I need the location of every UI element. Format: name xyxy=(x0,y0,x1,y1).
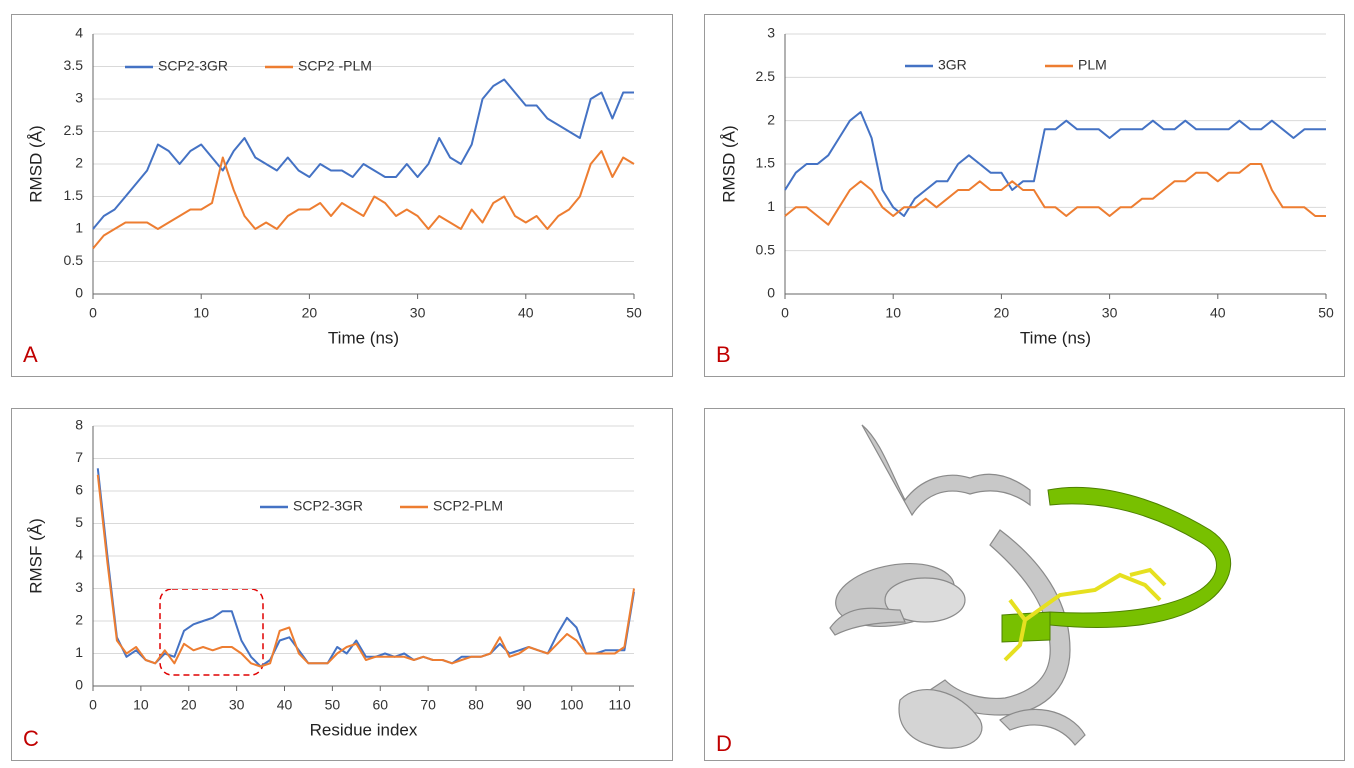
x-tick-label: 20 xyxy=(994,305,1010,321)
y-tick-label: 6 xyxy=(75,482,83,498)
x-tick-label: 40 xyxy=(518,305,534,321)
y-tick-label: 4 xyxy=(75,547,83,563)
y-tick-label: 0 xyxy=(767,285,775,301)
x-axis-title: Residue index xyxy=(310,720,418,739)
y-axis-title: RMSD (Å) xyxy=(26,125,45,202)
x-tick-label: 80 xyxy=(468,697,484,713)
y-tick-label: 3 xyxy=(75,579,83,595)
legend-label: SCP2-3GR xyxy=(293,498,363,514)
y-tick-label: 5 xyxy=(75,514,83,530)
y-tick-label: 3.5 xyxy=(64,57,84,73)
y-tick-label: 1 xyxy=(75,220,83,236)
x-tick-label: 20 xyxy=(181,697,197,713)
y-tick-label: 3 xyxy=(75,90,83,106)
x-tick-label: 50 xyxy=(325,697,341,713)
y-tick-label: 0 xyxy=(75,677,83,693)
x-tick-label: 40 xyxy=(277,697,293,713)
x-tick-label: 0 xyxy=(89,697,97,713)
legend-label: SCP2-PLM xyxy=(433,498,503,514)
y-tick-label: 2 xyxy=(75,612,83,628)
y-tick-label: 4 xyxy=(75,25,83,41)
x-tick-label: 20 xyxy=(302,305,318,321)
figure: D 00.511.522.533.5401020304050SCP2-3GRSC… xyxy=(0,0,1354,763)
panel-label: B xyxy=(716,342,731,367)
y-tick-label: 0 xyxy=(75,285,83,301)
y-tick-label: 1.5 xyxy=(64,187,84,203)
x-tick-label: 0 xyxy=(89,305,97,321)
y-axis-title: RMSF (Å) xyxy=(26,518,45,594)
x-tick-label: 40 xyxy=(1210,305,1226,321)
y-tick-label: 3 xyxy=(767,25,775,41)
y-tick-label: 0.5 xyxy=(64,252,84,268)
x-tick-label: 10 xyxy=(133,697,149,713)
y-tick-label: 2 xyxy=(75,155,83,171)
legend-label: PLM xyxy=(1078,57,1107,73)
panel-label: A xyxy=(23,342,38,367)
y-tick-label: 8 xyxy=(75,417,83,433)
x-tick-label: 10 xyxy=(885,305,901,321)
legend-label: 3GR xyxy=(938,57,967,73)
y-tick-label: 1 xyxy=(767,198,775,214)
y-tick-label: 2.5 xyxy=(64,122,84,138)
page: D 00.511.522.533.5401020304050SCP2-3GRSC… xyxy=(0,0,1354,768)
y-axis-title: RMSD (Å) xyxy=(719,125,738,202)
x-tick-label: 30 xyxy=(229,697,245,713)
x-tick-label: 0 xyxy=(781,305,789,321)
y-tick-label: 7 xyxy=(75,449,83,465)
x-tick-label: 100 xyxy=(560,697,584,713)
y-tick-label: 1.5 xyxy=(756,155,776,171)
panel-label: C xyxy=(23,726,39,751)
x-tick-label: 50 xyxy=(626,305,642,321)
x-axis-title: Time (ns) xyxy=(1020,328,1091,347)
panel-label: D xyxy=(716,731,732,756)
legend-label: SCP2-3GR xyxy=(158,58,228,74)
x-tick-label: 60 xyxy=(372,697,388,713)
x-tick-label: 90 xyxy=(516,697,532,713)
x-tick-label: 30 xyxy=(410,305,426,321)
x-tick-label: 30 xyxy=(1102,305,1118,321)
legend-label: SCP2 -PLM xyxy=(298,58,372,74)
x-axis-title: Time (ns) xyxy=(328,328,399,347)
y-tick-label: 2 xyxy=(767,111,775,127)
x-tick-label: 70 xyxy=(420,697,436,713)
y-tick-label: 0.5 xyxy=(756,241,776,257)
y-tick-label: 1 xyxy=(75,644,83,660)
y-tick-label: 2.5 xyxy=(756,68,776,84)
x-tick-label: 110 xyxy=(608,697,631,713)
x-tick-label: 10 xyxy=(193,305,209,321)
x-tick-label: 50 xyxy=(1318,305,1334,321)
